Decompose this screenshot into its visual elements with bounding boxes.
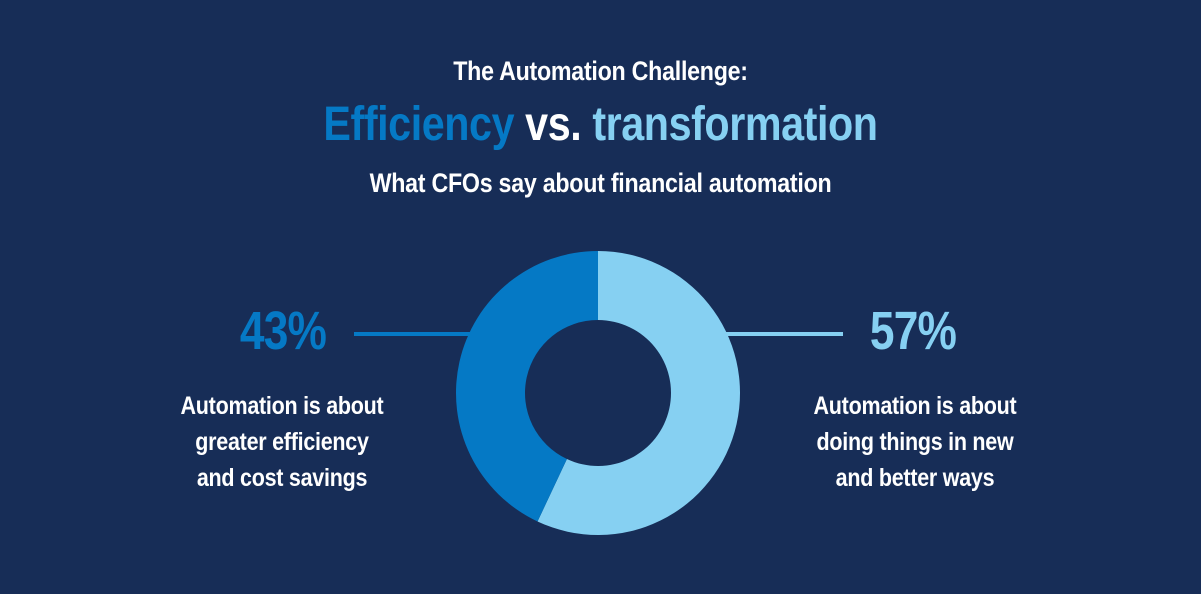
chart-headline: Efficiency vs. transformation <box>84 97 1117 152</box>
description-efficiency: Automation is about greater efficiency a… <box>162 388 403 496</box>
transformation-word: transformation <box>592 98 878 151</box>
donut-slice-transformation <box>537 251 741 535</box>
donut-slices <box>456 251 741 535</box>
description-line: greater efficiency <box>195 428 369 456</box>
description-line: and better ways <box>835 464 995 492</box>
description-line: and cost savings <box>196 464 368 492</box>
description-transformation: Automation is about doing things in new … <box>795 388 1036 496</box>
chart-subtitle: What CFOs say about financial automation <box>369 168 832 198</box>
efficiency-word: Efficiency <box>323 98 515 151</box>
donut-slice-efficiency <box>456 251 598 522</box>
description-line: Automation is about <box>180 392 384 420</box>
description-line: Automation is about <box>813 392 1017 420</box>
percent-label-transformation: 57% <box>869 301 957 361</box>
chart-title-line1: The Automation Challenge: <box>453 56 748 86</box>
description-line: doing things in new <box>816 428 1014 456</box>
vs-word: vs. <box>525 98 582 151</box>
percent-label-efficiency: 43% <box>239 301 327 361</box>
